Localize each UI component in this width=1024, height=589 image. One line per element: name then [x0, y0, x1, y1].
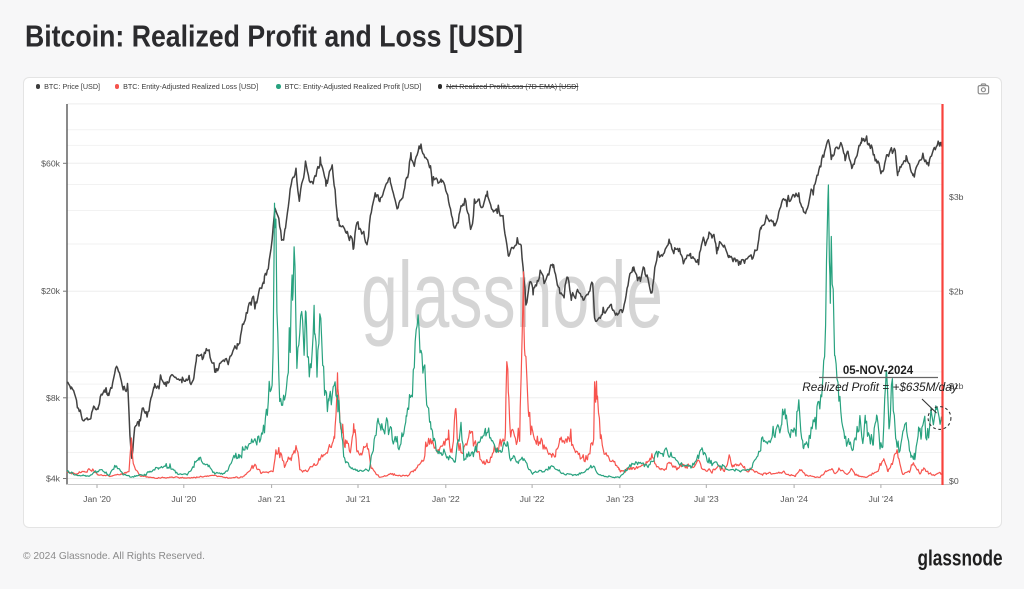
svg-text:$3b: $3b: [949, 192, 964, 202]
svg-text:Jul '20: Jul '20: [171, 494, 196, 504]
svg-text:Jan '23: Jan '23: [606, 494, 634, 504]
svg-text:Jan '22: Jan '22: [432, 494, 460, 504]
svg-text:Jul '22: Jul '22: [520, 494, 545, 504]
svg-text:$60k: $60k: [41, 158, 60, 168]
svg-text:Jan '20: Jan '20: [83, 494, 111, 504]
svg-text:$4k: $4k: [46, 474, 61, 484]
svg-text:Jan '24: Jan '24: [780, 494, 808, 504]
svg-text:Jul '21: Jul '21: [346, 494, 371, 504]
svg-text:Jul '23: Jul '23: [694, 494, 719, 504]
svg-text:Jan '21: Jan '21: [258, 494, 286, 504]
svg-text:$1b: $1b: [949, 381, 964, 391]
svg-text:$0: $0: [949, 476, 959, 486]
svg-text:glassnode: glassnode: [361, 242, 663, 347]
svg-text:$2b: $2b: [949, 287, 964, 297]
svg-text:Bitcoin: Realized Profit and L: Bitcoin: Realized Profit and Loss [USD]: [25, 19, 523, 53]
svg-text:05-NOV-2024: 05-NOV-2024: [843, 365, 914, 377]
svg-text:Jul '24: Jul '24: [868, 494, 893, 504]
svg-text:$20k: $20k: [41, 286, 60, 296]
svg-text:$8k: $8k: [46, 393, 61, 403]
svg-text:Realized Profit = +$635M/day: Realized Profit = +$635M/day: [802, 380, 959, 394]
svg-text:© 2024 Glassnode. All Rights R: © 2024 Glassnode. All Rights Reserved.: [23, 551, 205, 562]
svg-text:glassnode: glassnode: [918, 546, 1003, 571]
